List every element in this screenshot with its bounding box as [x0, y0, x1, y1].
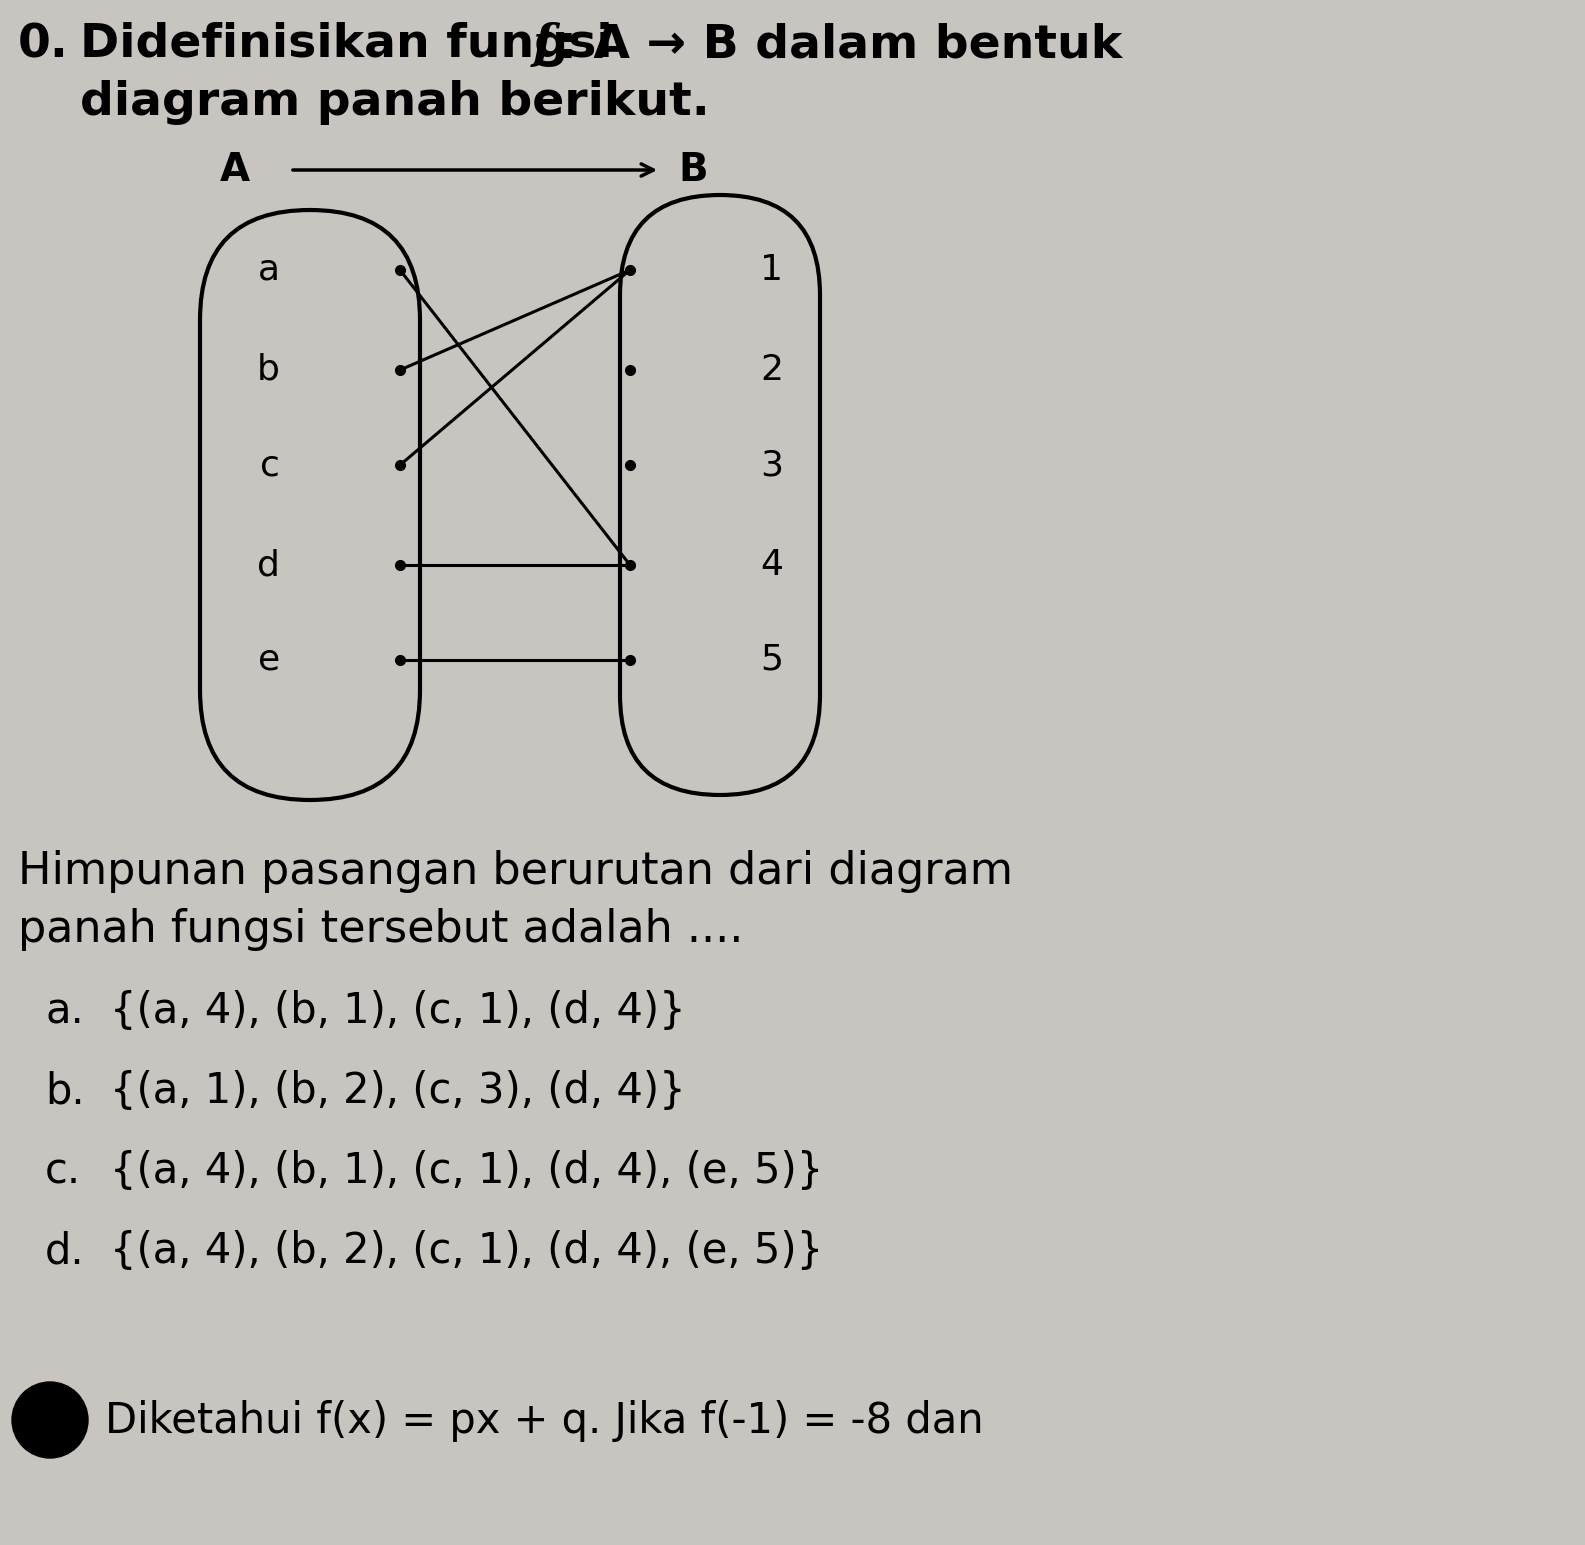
Text: Didefinisikan fungsi: Didefinisikan fungsi [79, 22, 629, 66]
Text: {(a, 1), (b, 2), (c, 3), (d, 4)}: {(a, 1), (b, 2), (c, 3), (d, 4)} [109, 1071, 686, 1112]
Text: d.: d. [44, 1230, 84, 1272]
Text: {(a, 4), (b, 1), (c, 1), (d, 4)}: {(a, 4), (b, 1), (c, 1), (d, 4)} [109, 990, 686, 1032]
Text: A: A [220, 151, 250, 188]
Text: c: c [260, 448, 281, 482]
Circle shape [13, 1381, 89, 1458]
Text: 0.: 0. [17, 22, 68, 66]
Text: {(a, 4), (b, 2), (c, 1), (d, 4), (e, 5)}: {(a, 4), (b, 2), (c, 1), (d, 4), (e, 5)} [109, 1230, 823, 1272]
Text: d: d [257, 548, 281, 582]
Text: : A → B dalam bentuk: : A → B dalam bentuk [558, 22, 1122, 66]
Text: 2: 2 [759, 352, 783, 386]
Text: 1: 1 [759, 253, 783, 287]
Text: panah fungsi tersebut adalah ....: panah fungsi tersebut adalah .... [17, 908, 743, 952]
Text: e: e [258, 643, 281, 677]
Text: a: a [258, 253, 281, 287]
Text: 5: 5 [759, 643, 783, 677]
Text: b.: b. [44, 1071, 84, 1112]
Text: {(a, 4), (b, 1), (c, 1), (d, 4), (e, 5)}: {(a, 4), (b, 1), (c, 1), (d, 4), (e, 5)} [109, 1149, 823, 1193]
Text: a.: a. [44, 990, 84, 1032]
Text: 4: 4 [759, 548, 783, 582]
Text: b: b [257, 352, 281, 386]
Text: 3: 3 [759, 448, 783, 482]
Text: 11: 11 [29, 1406, 71, 1434]
Text: f: f [533, 22, 553, 68]
Text: diagram panah berikut.: diagram panah berikut. [79, 80, 710, 125]
Text: Diketahui f(x) = px + q. Jika f(-1) = -8 dan: Diketahui f(x) = px + q. Jika f(-1) = -8… [105, 1400, 984, 1441]
Text: c.: c. [44, 1149, 81, 1193]
Text: Himpunan pasangan berurutan dari diagram: Himpunan pasangan berurutan dari diagram [17, 850, 1013, 893]
Text: B: B [678, 151, 707, 188]
